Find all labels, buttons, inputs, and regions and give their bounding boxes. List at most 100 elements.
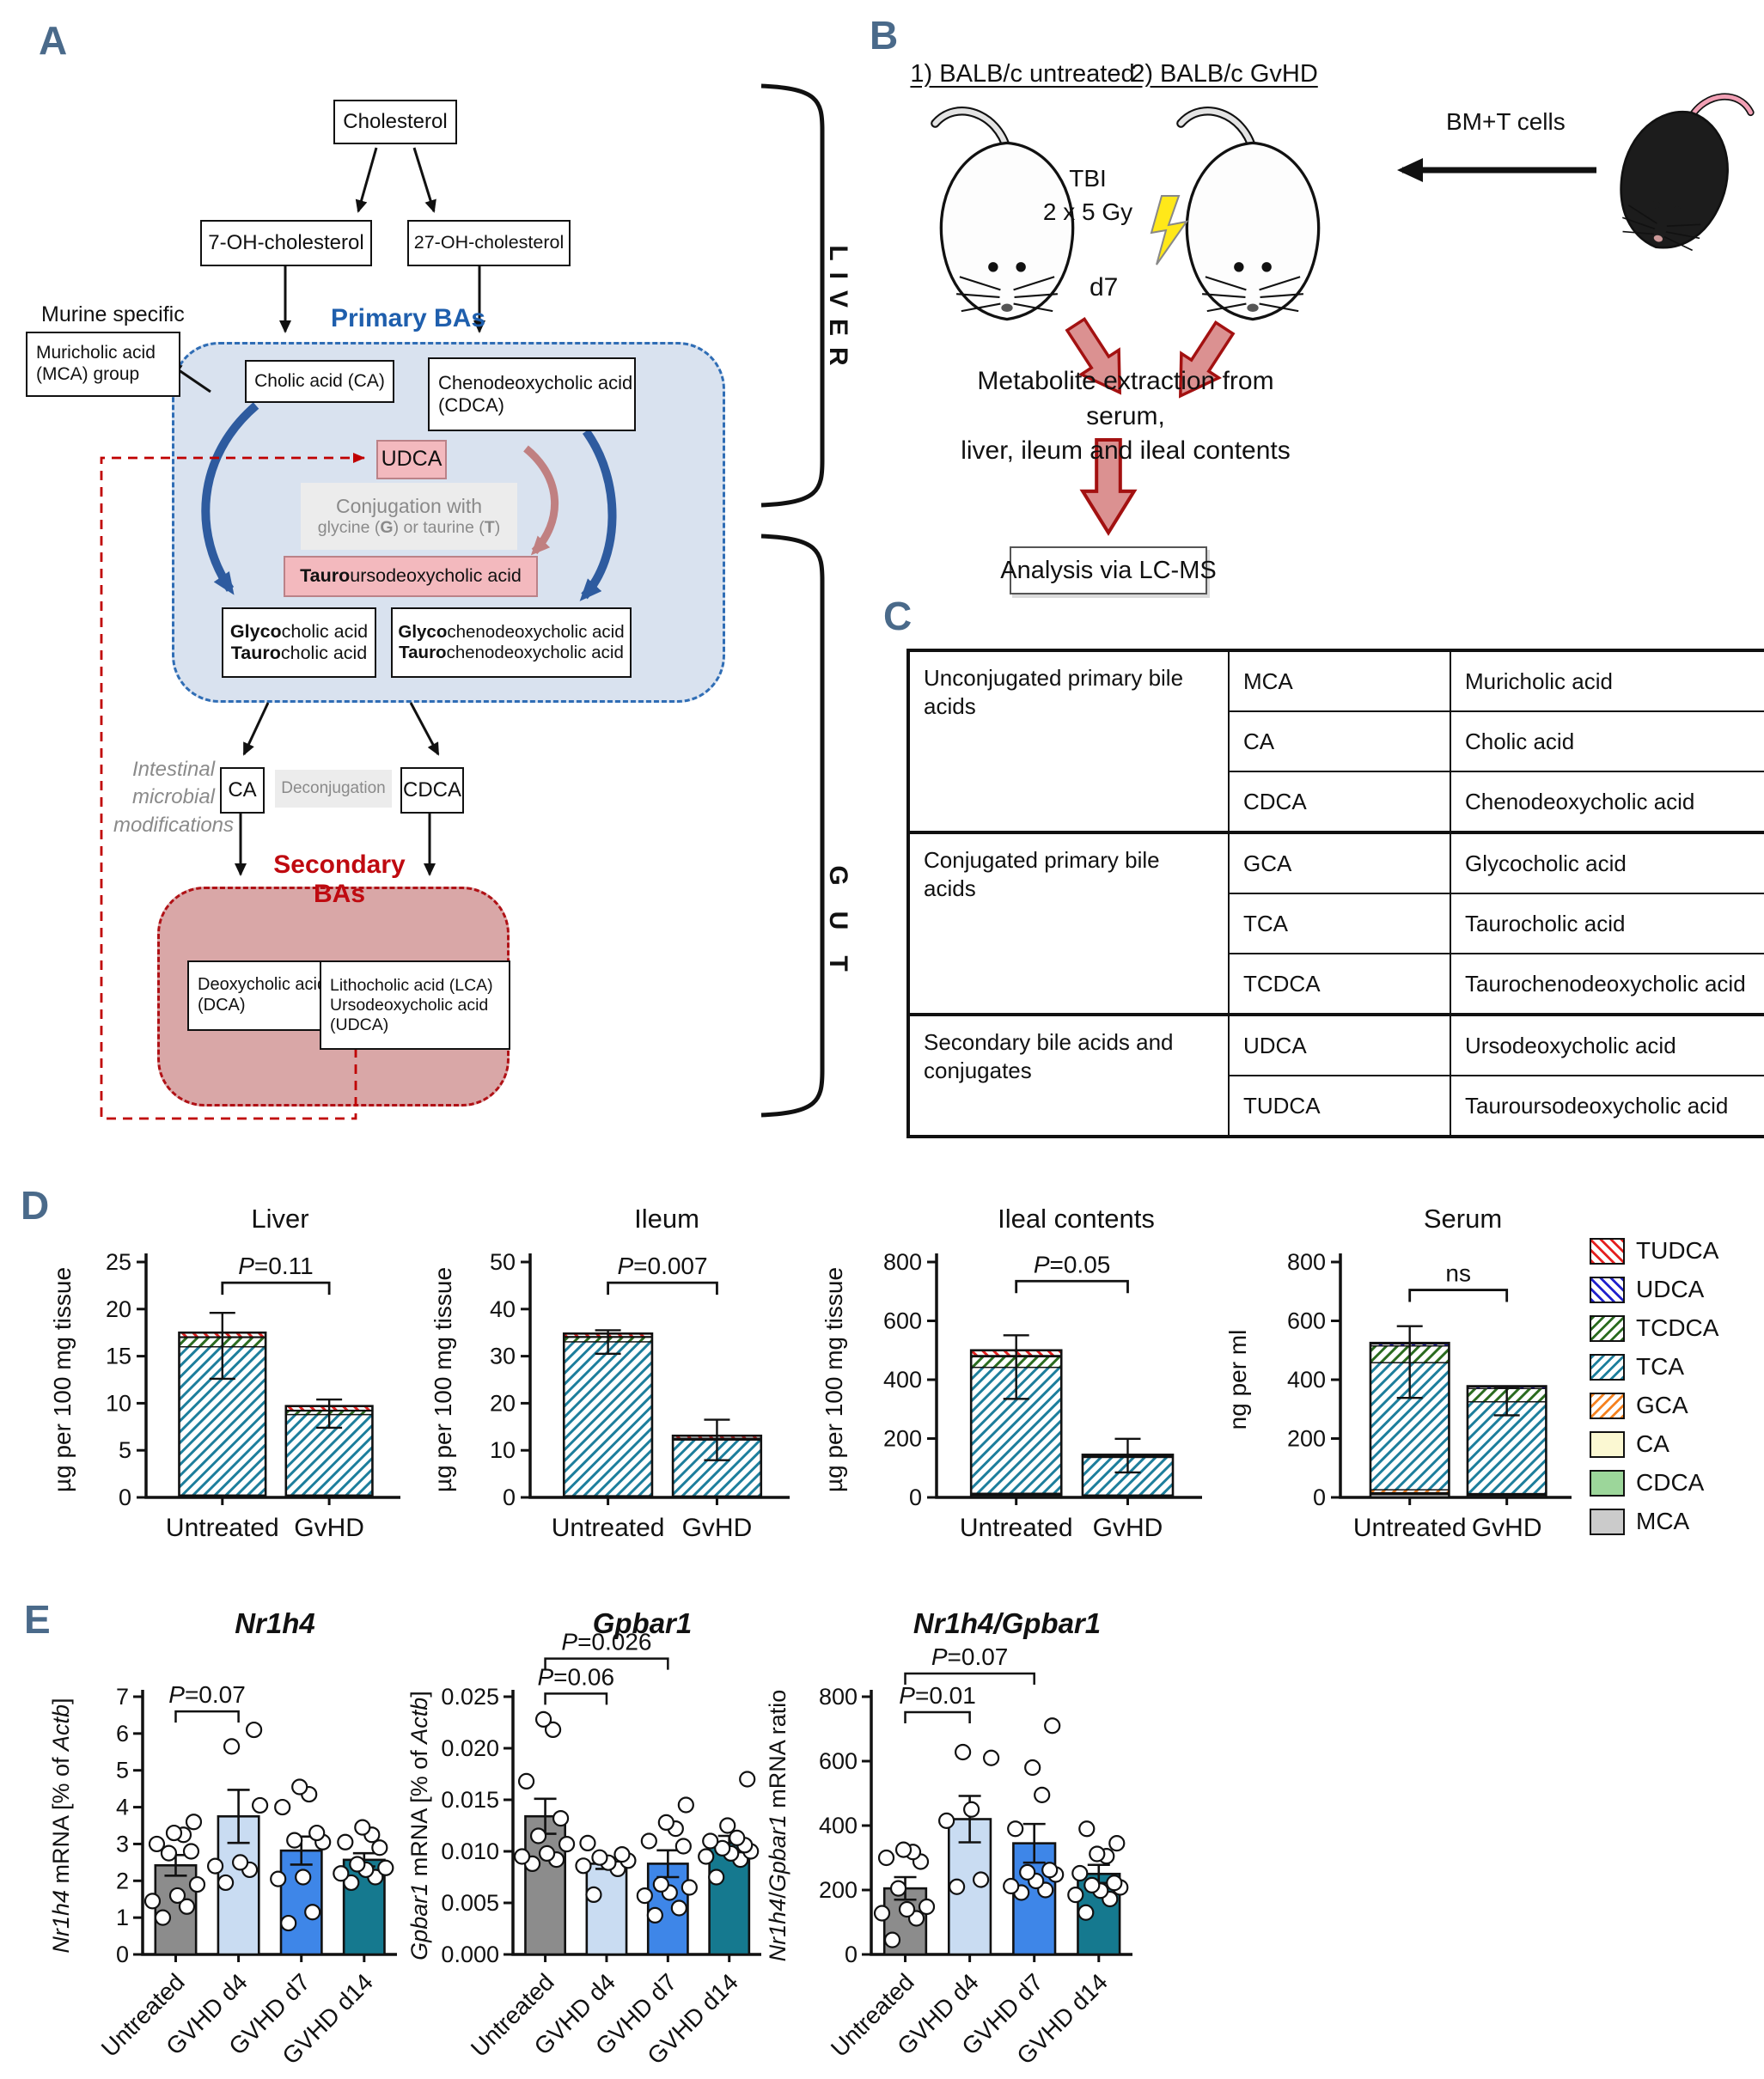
gut-vertical-label: GUT bbox=[824, 865, 852, 997]
gpbar1-ytick: 0.005 bbox=[441, 1890, 499, 1916]
gpbar1-ytick: 0.010 bbox=[441, 1838, 499, 1864]
cholesterol-box: Cholesterol bbox=[333, 100, 457, 144]
bmt-cells-label: BM+T cells bbox=[1446, 108, 1566, 135]
mca-group-box: Muricholic acid (MCA) group bbox=[26, 332, 180, 397]
mca-swatch-icon bbox=[1590, 1508, 1625, 1535]
ratio-point bbox=[1071, 1864, 1089, 1882]
gpbar1-point bbox=[517, 1772, 535, 1789]
gpbar1-point bbox=[640, 1832, 657, 1850]
gpbar1-point bbox=[719, 1817, 736, 1834]
nr1h4-bar-2 bbox=[279, 1849, 323, 1956]
d7-label: d7 bbox=[1090, 273, 1119, 302]
ratio-point bbox=[873, 1905, 891, 1922]
nr1h4-point bbox=[337, 1833, 354, 1850]
group1-title: 1) BALB/c untreated bbox=[910, 60, 1135, 88]
ileal-ytick: 200 bbox=[883, 1426, 922, 1452]
serum-ytick: 0 bbox=[1313, 1485, 1326, 1510]
nr1h4-ytick: 1 bbox=[116, 1905, 129, 1930]
table-row: TCDCA Taurochenodeoxycholic acid bbox=[909, 953, 1764, 1015]
nr1h4-point bbox=[274, 1798, 291, 1816]
ratio-point bbox=[938, 1812, 955, 1829]
legend-item-gca: GCA bbox=[1590, 1392, 1718, 1419]
nr1h4-point bbox=[148, 1835, 166, 1853]
conjugation-line2: glycine (G) or taurine (T) bbox=[317, 518, 501, 538]
gpbar1-point bbox=[698, 1848, 715, 1865]
table-row: Conjugated primary bile acids GCA Glycocho… bbox=[908, 831, 1764, 1015]
tudca-swatch-icon bbox=[1590, 1237, 1625, 1265]
ileal-ylabel: µg per 100 mg tissue bbox=[821, 1267, 847, 1492]
ratio-ylabel: Nr1h4/Gpbar1 mRNA ratio bbox=[765, 1690, 790, 1962]
ileal-contents-bile-acid-chart: Ileal contents 0 200 400 600 800 µg per 100 mg… bbox=[816, 1190, 1216, 1559]
nr1h4-point bbox=[178, 1898, 196, 1915]
nr1h4-point bbox=[291, 1778, 308, 1796]
legend-label: UDCA bbox=[1636, 1276, 1705, 1302]
gpbar1-point bbox=[544, 1721, 562, 1738]
lca-udca-box: Lithocholic acid (LCA) Ursodeoxycholic a… bbox=[320, 960, 510, 1050]
table-group-cell: Conjugated primary bile acids bbox=[908, 831, 1230, 1015]
nr1h4-point bbox=[349, 1856, 366, 1873]
ileal-ytick: 800 bbox=[883, 1249, 922, 1275]
nr1h4-point bbox=[185, 1814, 203, 1831]
table-row: TUDCA Tauroursodeoxycholic acid bbox=[909, 1075, 1764, 1137]
table-name-cell: Cholic acid bbox=[1450, 710, 1764, 772]
table-group-cell: Unconjugated primary bile acids bbox=[908, 650, 1230, 833]
nr1h4-point bbox=[280, 1914, 297, 1932]
ratio-point bbox=[963, 1801, 980, 1818]
nr1h4-title: Nr1h4 bbox=[235, 1607, 315, 1639]
serum-xcat-1: GvHD bbox=[1472, 1514, 1542, 1542]
liver-bile-acid-chart: Liver 0 5 10 15 20 25 µg per 100 mg tissue Untre… bbox=[45, 1190, 414, 1559]
ratio-point bbox=[1034, 1786, 1051, 1803]
ratio-point bbox=[1007, 1820, 1024, 1838]
oh7-cholesterol-box: 7-OH-cholesterol bbox=[200, 220, 372, 266]
nr1h4-point bbox=[188, 1875, 206, 1893]
table-row: Secondary bile acids and conjugates UDCA U… bbox=[908, 1013, 1764, 1137]
nr1h4-gpbar1-ratio-chart: Nr1h4/Gpbar1 0 200 400 600 800 Nr1h4/Gpbar1 mR… bbox=[758, 1594, 1144, 2079]
nr1h4-point bbox=[245, 1721, 263, 1739]
gpbar1-point bbox=[591, 1849, 608, 1866]
ileum-ytick: 50 bbox=[490, 1249, 516, 1275]
ratio-point bbox=[918, 1898, 936, 1916]
table-name-cell: Muricholic acid bbox=[1450, 650, 1764, 712]
ratio-title: Nr1h4/Gpbar1 bbox=[913, 1607, 1101, 1639]
gpbar1-point bbox=[714, 1839, 731, 1856]
nr1h4-point bbox=[308, 1824, 326, 1842]
ratio-point bbox=[1106, 1875, 1123, 1892]
gpbar1-point bbox=[579, 1834, 596, 1851]
nr1h4-point bbox=[154, 1909, 172, 1926]
ileum-ytick: 20 bbox=[490, 1390, 516, 1416]
gpbar1-bar-1 bbox=[585, 1863, 628, 1956]
gpbar1-point bbox=[613, 1846, 631, 1863]
gpbar1-title: Gpbar1 bbox=[593, 1607, 693, 1639]
ileum-ytick: 0 bbox=[503, 1485, 516, 1510]
cdca-line1: Chenodeoxycholic acid bbox=[438, 372, 633, 394]
deconjugation-box: Deconjugation bbox=[275, 770, 392, 808]
nr1h4-point bbox=[377, 1859, 394, 1876]
ileal-ytick: 400 bbox=[883, 1367, 922, 1393]
serum-ytick: 600 bbox=[1287, 1308, 1326, 1334]
nr1h4-ytick: 2 bbox=[116, 1868, 129, 1893]
table-row: Unconjugated primary bile acids MCA Murich… bbox=[908, 650, 1764, 833]
nr1h4-ytick: 5 bbox=[116, 1758, 129, 1783]
ileum-ytick: 40 bbox=[490, 1296, 516, 1322]
nr1h4-point bbox=[354, 1819, 371, 1836]
cholic-acid-box: Cholic acid (CA) bbox=[245, 360, 394, 403]
ratio-point bbox=[983, 1749, 1000, 1766]
serum-title: Serum bbox=[1424, 1204, 1502, 1234]
tudca-box: Tauroursodeoxycholic acid bbox=[284, 556, 538, 597]
gcdca-line: Glycochenodeoxycholic acid bbox=[398, 621, 625, 642]
ca-swatch-icon bbox=[1590, 1430, 1625, 1458]
gpbar1-point bbox=[552, 1810, 570, 1827]
lca-line3: (UDCA) bbox=[330, 1015, 389, 1034]
udca-swatch-icon bbox=[1590, 1276, 1625, 1303]
bile-acid-abbreviation-table: Unconjugated primary bile acids MCA Murich… bbox=[906, 649, 1764, 1138]
panel-b-label: B bbox=[870, 13, 899, 58]
nr1h4-point bbox=[343, 1874, 360, 1892]
gpbar1-point bbox=[670, 1899, 687, 1917]
serum-chart-svg: Serum 0 200 400 600 800 ng per ml Untreated GvHD… bbox=[1224, 1204, 1572, 1542]
oh27-cholesterol-box: 27-OH-cholesterol bbox=[407, 220, 571, 266]
ileum-xcat-0: Untreated bbox=[552, 1514, 665, 1542]
nr1h4-ytick: 7 bbox=[116, 1684, 129, 1710]
table-name-cell: Glycocholic acid bbox=[1450, 831, 1764, 894]
ratio-point bbox=[894, 1841, 913, 1858]
gpbar1-ytick: 0.015 bbox=[441, 1787, 499, 1813]
